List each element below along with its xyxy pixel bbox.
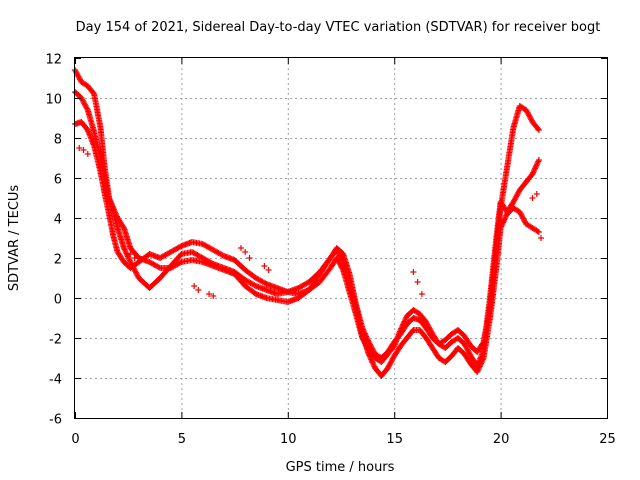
y-tick-label: 8 bbox=[54, 133, 62, 148]
data-point bbox=[538, 235, 544, 241]
x-axis-label: GPS time / hours bbox=[286, 460, 395, 475]
x-tick-label: 25 bbox=[599, 432, 616, 447]
data-point bbox=[191, 283, 198, 289]
y-tick-label: 0 bbox=[54, 293, 62, 308]
y-tick-label: -6 bbox=[49, 413, 62, 428]
y-axis-label: SDTVAR / TECUs bbox=[7, 185, 22, 292]
series-track-b bbox=[72, 67, 542, 379]
data-point bbox=[79, 97, 86, 104]
data-point bbox=[195, 287, 202, 293]
data-point bbox=[418, 291, 425, 297]
data-point bbox=[127, 251, 134, 257]
data-point bbox=[206, 291, 213, 297]
data-point bbox=[414, 279, 421, 285]
data-point bbox=[510, 199, 517, 205]
series-short-segments bbox=[76, 145, 544, 299]
data-point bbox=[535, 125, 541, 132]
data-marks bbox=[72, 67, 544, 379]
y-tick-label: -4 bbox=[49, 373, 62, 388]
data-point bbox=[265, 267, 272, 273]
data-point bbox=[76, 75, 83, 81]
data-point bbox=[84, 151, 91, 157]
data-point bbox=[80, 147, 87, 153]
data-point bbox=[410, 269, 417, 275]
data-point bbox=[535, 157, 542, 163]
data-point bbox=[527, 115, 534, 121]
data-point bbox=[131, 255, 138, 261]
data-point bbox=[76, 145, 83, 151]
data-point bbox=[238, 245, 244, 251]
x-tick-label: 5 bbox=[178, 432, 186, 447]
data-point bbox=[210, 293, 217, 299]
data-point bbox=[518, 213, 525, 219]
y-tick-label: 4 bbox=[54, 213, 62, 228]
chart-title: Day 154 of 2021, Sidereal Day-to-day VTE… bbox=[76, 20, 601, 35]
y-tick-label: 6 bbox=[54, 173, 62, 188]
series-track-a bbox=[72, 89, 542, 361]
y-tick-label: 10 bbox=[45, 93, 62, 108]
x-tick-label: 20 bbox=[493, 432, 510, 447]
data-point bbox=[533, 191, 540, 197]
data-point bbox=[535, 229, 542, 235]
data-point bbox=[246, 255, 253, 261]
series-track-c bbox=[72, 119, 542, 369]
plot-frame bbox=[74, 57, 608, 419]
data-point bbox=[261, 263, 268, 269]
data-point bbox=[155, 264, 162, 271]
x-tick-label: 0 bbox=[71, 432, 79, 447]
data-point bbox=[339, 265, 346, 272]
x-tick-label: 10 bbox=[280, 432, 297, 447]
data-point bbox=[84, 105, 91, 112]
data-point bbox=[534, 228, 541, 235]
data-point bbox=[535, 127, 542, 133]
axis-ticks: 0 5 10 15 20 25 -6 -4 -2 0 2 4 6 8 10 12 bbox=[45, 53, 615, 448]
data-point bbox=[177, 259, 184, 266]
x-tick-label: 15 bbox=[386, 432, 403, 447]
y-tick-label: 2 bbox=[54, 253, 62, 268]
y-tick-label: 12 bbox=[45, 53, 62, 68]
data-point bbox=[529, 195, 536, 201]
data-point bbox=[526, 113, 533, 120]
y-tick-label: -2 bbox=[49, 333, 62, 348]
data-point bbox=[242, 249, 249, 255]
